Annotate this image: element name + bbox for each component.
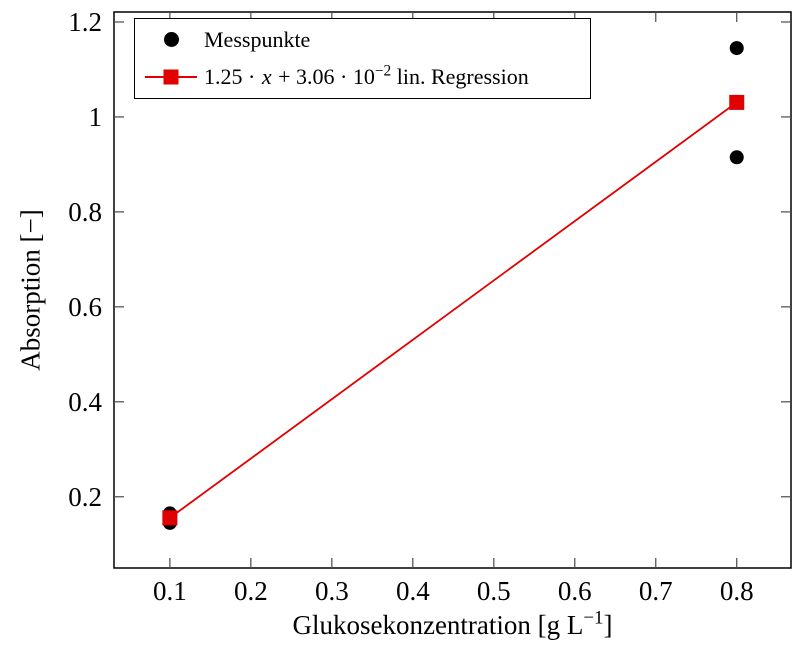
regression-eq-superscript: −2 xyxy=(374,62,392,80)
square-marker-icon xyxy=(163,69,179,85)
regression-eq-mid: + 3.06 · 10 xyxy=(272,64,375,90)
data-point-circle xyxy=(729,41,744,56)
plot-border xyxy=(113,11,792,569)
x-axis-label-close: ] xyxy=(603,610,613,640)
legend-marker-area xyxy=(145,21,197,59)
legend-label-regression: 1.25 · x + 3.06 · 10−2 lin. Regression xyxy=(204,64,529,90)
x-tick-label: 0.3 xyxy=(315,576,349,606)
regression-marker-square xyxy=(729,94,745,110)
x-axis-label: Glukosekonzentration [g L−1] xyxy=(114,607,791,641)
x-tick-label: 0.2 xyxy=(234,576,268,606)
x-axis-label-superscript: −1 xyxy=(583,607,604,629)
y-tick-label: 1.2 xyxy=(68,7,102,37)
regression-line xyxy=(169,101,738,519)
legend: Messpunkte 1.25 · x + 3.06 · 10−2 lin. R… xyxy=(134,18,591,99)
data-point-circle xyxy=(729,150,744,165)
y-tick-label: 0.2 xyxy=(68,482,102,512)
x-tick-label: 0.8 xyxy=(720,576,754,606)
legend-label-messpunkte: Messpunkte xyxy=(204,26,311,52)
x-tick-label: 0.1 xyxy=(153,576,187,606)
y-tick-label: 1 xyxy=(89,102,103,132)
y-tick-label: 0.4 xyxy=(68,387,102,417)
y-tick-label: 0.6 xyxy=(68,292,102,322)
regression-eq-post: lin. Regression xyxy=(391,64,529,90)
x-tick-label: 0.5 xyxy=(477,576,511,606)
circle-marker-icon xyxy=(164,32,179,48)
x-tick-label: 0.7 xyxy=(639,576,673,606)
x-tick-label: 0.6 xyxy=(558,576,592,606)
legend-item-messpunkte: Messpunkte xyxy=(135,21,590,59)
legend-item-regression: 1.25 · x + 3.06 · 10−2 lin. Regression xyxy=(135,59,590,97)
regression-eq-pre: 1.25 · xyxy=(204,64,261,90)
y-tick-label: 0.8 xyxy=(68,197,102,227)
y-axis-label: Absorption [−] xyxy=(15,209,46,371)
regression-eq-var: x xyxy=(261,64,272,90)
x-axis-label-text: Glukosekonzentration [g L xyxy=(292,610,584,640)
legend-marker-area xyxy=(145,59,197,97)
regression-marker-square xyxy=(162,510,178,526)
x-tick-label: 0.4 xyxy=(396,576,430,606)
